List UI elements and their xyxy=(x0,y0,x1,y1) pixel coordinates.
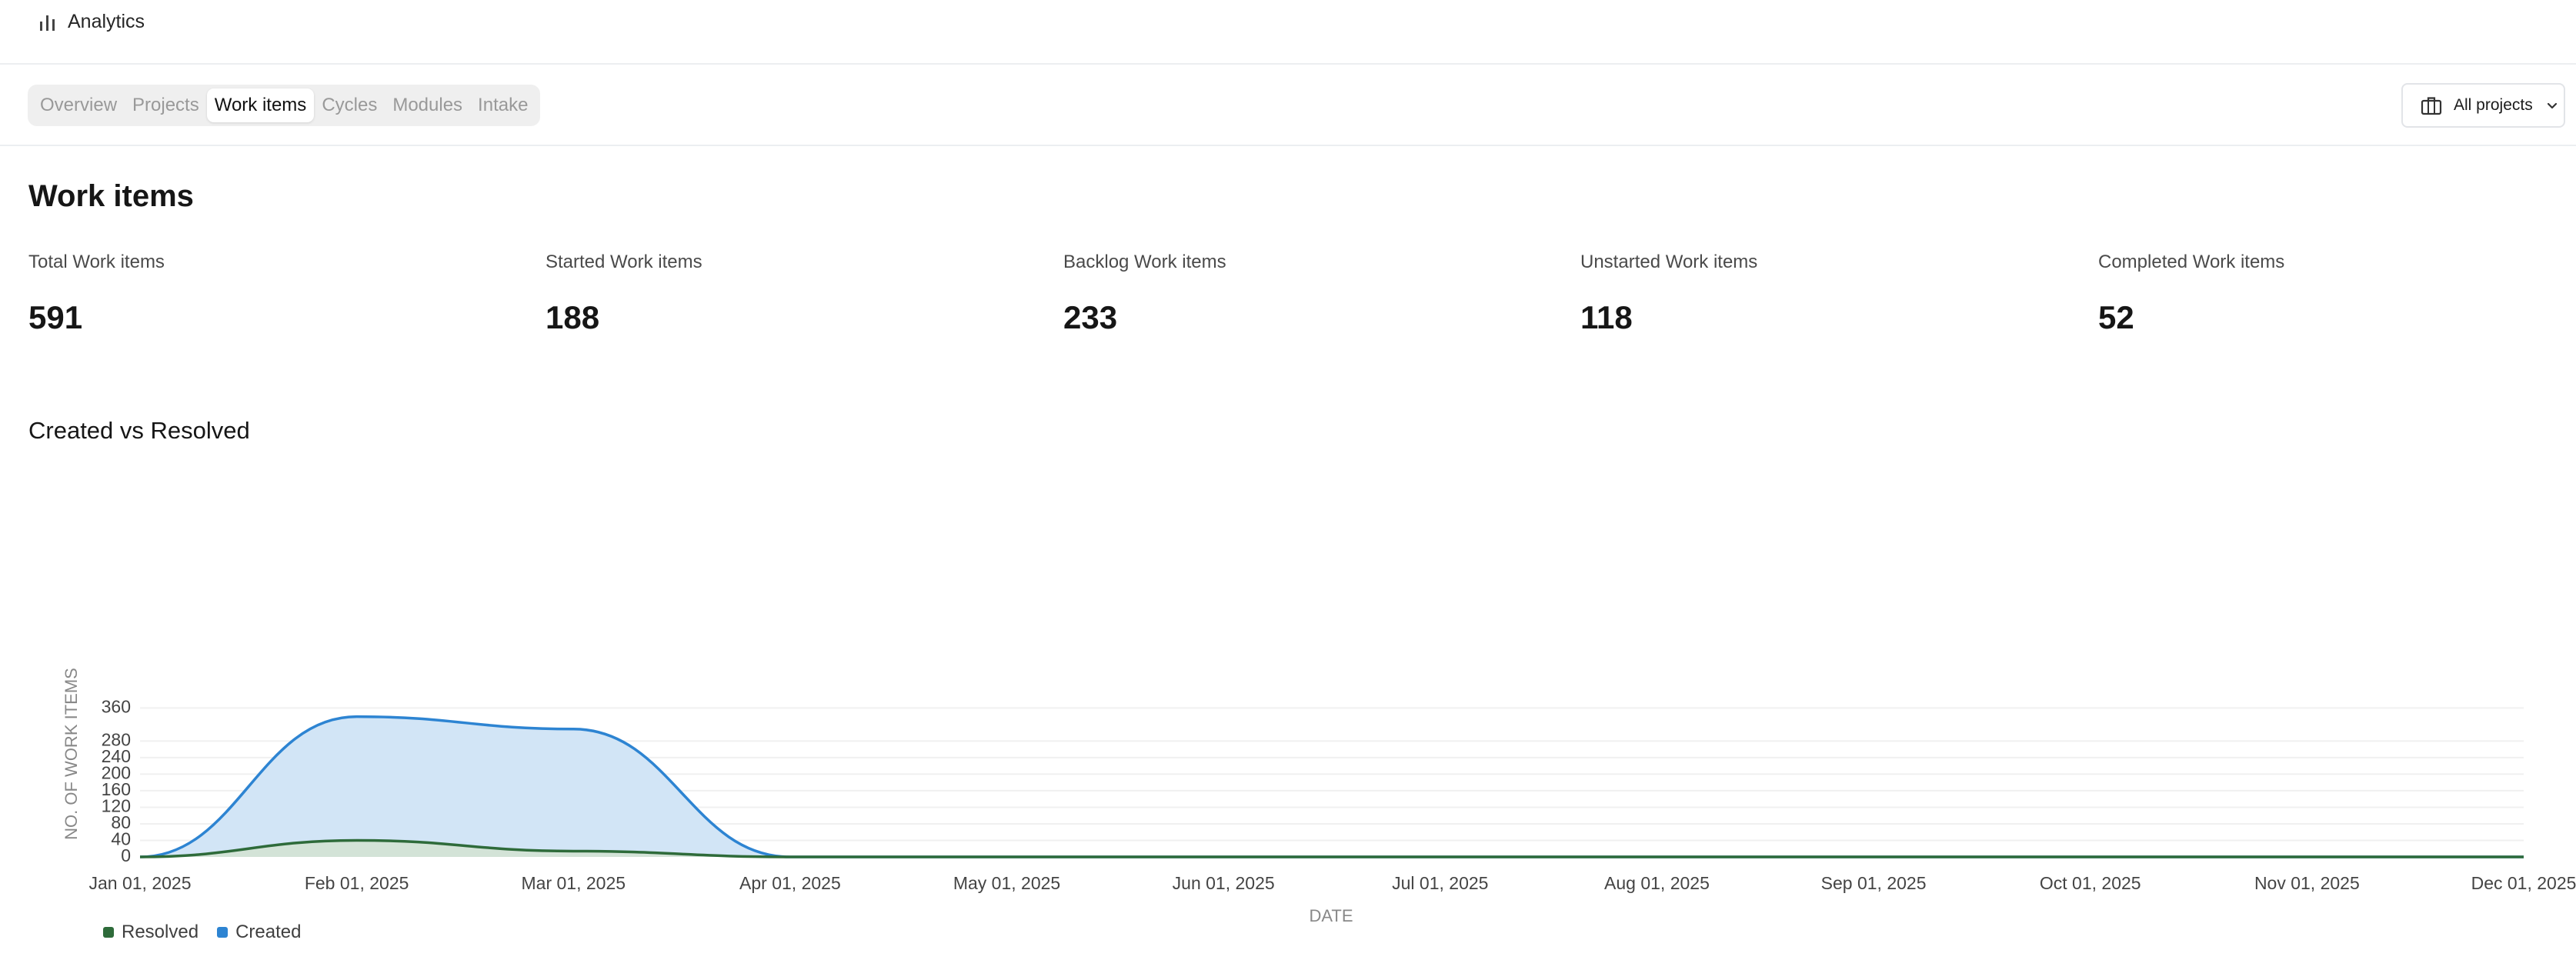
x-tick-label: Nov 01, 2025 xyxy=(2254,873,2360,893)
chevron-down-icon xyxy=(2547,102,2557,109)
y-axis-title: NO. OF WORK ITEMS xyxy=(62,668,81,840)
bar-chart-icon xyxy=(40,15,55,31)
y-tick-label: 280 xyxy=(102,729,131,749)
y-tick-label: 160 xyxy=(102,779,131,799)
x-tick-label: Feb 01, 2025 xyxy=(305,873,409,893)
y-tick-label: 80 xyxy=(111,812,131,832)
y-tick-label: 120 xyxy=(102,795,131,815)
series-area-created xyxy=(140,716,2524,857)
analytics-tabs: Overview Projects Work items Cycles Modu… xyxy=(28,85,541,126)
legend-label: Resolved xyxy=(122,922,199,942)
tab-row: Overview Projects Work items Cycles Modu… xyxy=(0,65,2576,146)
stat-value: 591 xyxy=(28,299,83,335)
legend-swatch-resolved xyxy=(103,927,114,938)
tab-overview[interactable]: Overview xyxy=(40,95,118,115)
briefcase-icon xyxy=(2421,97,2442,115)
stat-started: Started Work items 188 xyxy=(546,252,1007,336)
y-tick-label: 360 xyxy=(102,696,131,716)
legend-swatch-created xyxy=(217,927,229,938)
stat-value: 52 xyxy=(2098,299,2134,335)
chart-legend: Resolved Created xyxy=(103,922,319,943)
tab-modules[interactable]: Modules xyxy=(392,95,463,115)
x-tick-label: Oct 01, 2025 xyxy=(2040,873,2141,893)
project-filter-label: All projects xyxy=(2454,96,2533,114)
app-title: Analytics xyxy=(68,11,145,32)
x-tick-label: Jul 01, 2025 xyxy=(1392,873,1488,893)
project-filter-button[interactable]: All projects xyxy=(2401,83,2565,128)
tab-cycles[interactable]: Cycles xyxy=(322,95,378,115)
y-tick-label: 0 xyxy=(121,845,131,865)
x-tick-label: Sep 01, 2025 xyxy=(1821,873,1927,893)
x-tick-label: Jun 01, 2025 xyxy=(1173,873,1275,893)
series-line-resolved xyxy=(139,838,2524,858)
x-tick-label: Dec 01, 2025 xyxy=(2471,873,2576,893)
y-tick-label: 240 xyxy=(102,746,131,766)
stat-value: 188 xyxy=(546,299,600,335)
stat-backlog: Backlog Work items 233 xyxy=(1063,252,1525,336)
stat-completed: Completed Work items 52 xyxy=(2098,252,2560,336)
page-title: Work items xyxy=(28,179,194,213)
legend-label: Created xyxy=(235,922,302,942)
stat-label: Total Work items xyxy=(28,252,165,272)
x-tick-label: Mar 01, 2025 xyxy=(522,873,626,893)
y-tick-label: 40 xyxy=(111,828,131,848)
stat-total: Total Work items 591 xyxy=(28,252,490,336)
stat-label: Completed Work items xyxy=(2098,252,2285,272)
y-tick-label: 200 xyxy=(102,762,131,782)
legend-item-created[interactable]: Created xyxy=(217,922,301,943)
stat-label: Unstarted Work items xyxy=(1580,252,1758,272)
stat-label: Started Work items xyxy=(546,252,702,272)
tab-intake[interactable]: Intake xyxy=(478,95,529,115)
stat-value: 118 xyxy=(1580,299,1633,335)
legend-item-resolved[interactable]: Resolved xyxy=(103,922,199,943)
stat-label: Backlog Work items xyxy=(1063,252,1226,272)
x-tick-label: Aug 01, 2025 xyxy=(1604,873,1710,893)
x-tick-label: Apr 01, 2025 xyxy=(739,873,841,893)
chart-title: Created vs Resolved xyxy=(28,417,250,444)
series-area-resolved xyxy=(140,840,2524,857)
top-header: Analytics xyxy=(0,0,2576,65)
stat-value: 233 xyxy=(1063,299,1118,335)
x-tick-label: Jan 01, 2025 xyxy=(88,873,191,893)
tab-work-items[interactable]: Work items xyxy=(206,88,315,122)
stat-unstarted: Unstarted Work items 118 xyxy=(1580,252,2042,336)
x-axis-title: DATE xyxy=(1309,906,1353,923)
x-tick-label: May 01, 2025 xyxy=(953,873,1060,893)
tab-projects[interactable]: Projects xyxy=(132,95,199,115)
